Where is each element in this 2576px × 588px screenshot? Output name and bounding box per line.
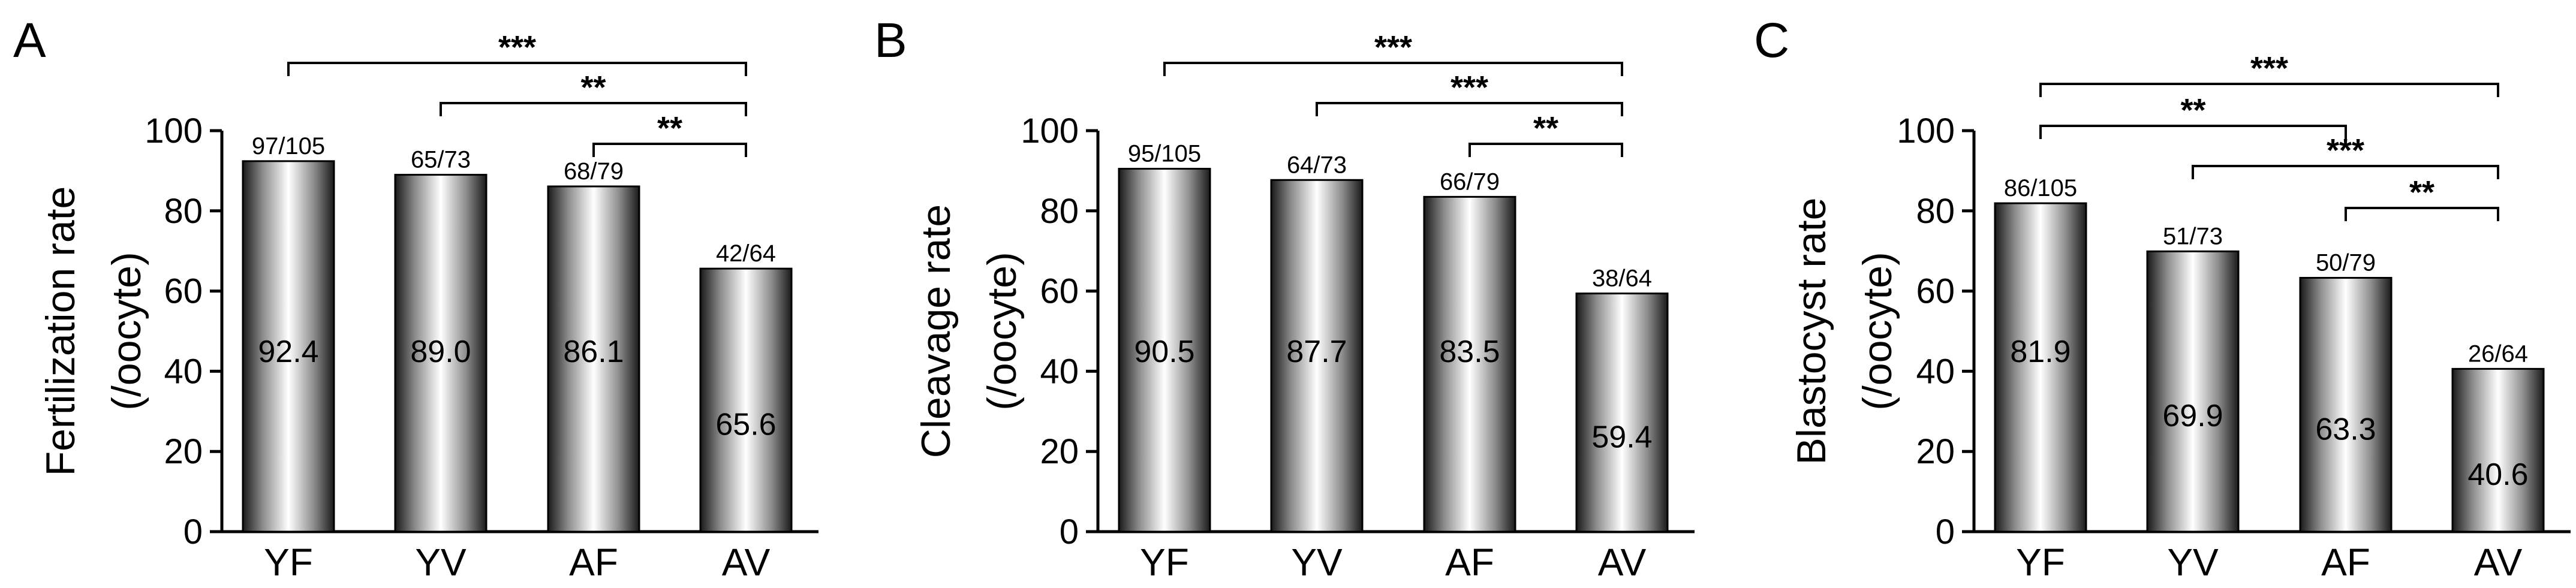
panel-c: C 0 20 40 60 80 100 Blastocyst rate (/oocyte) 86/… [1754,13,2571,584]
y-tick-label: 80 [1916,192,1955,231]
significance-bracket [440,102,747,116]
count-label: 97/105 [252,133,325,159]
count-label: 26/64 [2468,340,2528,367]
bar-af [547,185,640,533]
significance-bracket [2345,207,2499,221]
y-tick-label: 0 [1060,512,1079,551]
count-label: 66/79 [1440,168,1500,195]
significance-stars: *** [498,29,536,65]
bar-av [699,267,793,533]
y-axis-label: Fertilization rate [38,186,83,477]
x-tick-label: YF [1140,541,1189,584]
y-tick-label: 0 [1936,512,1955,551]
value-label: 81.9 [2010,334,2071,369]
value-label: 90.5 [1134,334,1194,369]
y-axis-label: Blastocyst rate [1789,198,1834,465]
y-tick-label: 40 [1040,352,1079,391]
count-label: 86/105 [2004,175,2077,201]
x-tick-label: YV [2167,541,2219,584]
y-tick-label: 40 [164,352,203,391]
x-tick-label: AV [2474,541,2523,584]
y-tick-label: 0 [183,512,203,551]
y-tick-label: 80 [1040,192,1079,231]
value-label: 59.4 [1591,420,1652,454]
significance-stars: *** [2327,132,2364,168]
count-label: 38/64 [1592,266,1652,292]
panel-letter: B [874,13,907,68]
y-tick-label: 60 [1916,272,1955,311]
significance-stars: ** [580,70,606,105]
value-label: 89.0 [410,334,471,369]
significance-stars: ** [2180,92,2205,128]
value-label: 83.5 [1439,334,1500,369]
x-tick-label: YF [2016,541,2065,584]
significance-bracket [592,143,747,157]
y-axis-label-unit: (/oocyte) [104,252,149,411]
panel-letter: C [1754,13,1789,68]
bar-av [2451,367,2545,533]
significance-bracket [2039,83,2499,97]
bar-yf [1118,168,1211,533]
bar-af [2299,277,2393,533]
x-tick-label: AV [1598,541,1647,584]
y-tick-label: 20 [1040,432,1079,471]
bar-av [1575,293,1669,533]
significance-stars: ** [2409,174,2434,210]
count-label: 64/73 [1287,152,1347,178]
value-label: 92.4 [258,334,318,369]
count-label: 65/73 [411,147,471,173]
y-tick-label: 100 [145,111,203,150]
count-label: 95/105 [1128,141,1201,167]
significance-bracket [1468,143,1623,157]
value-label: 65.6 [715,408,776,442]
bar-yv [394,174,487,533]
significance-stars: *** [1450,70,1488,105]
y-tick-label: 40 [1916,352,1955,391]
significance-stars: ** [657,110,682,146]
x-tick-label: YF [264,541,313,584]
x-tick-label: YV [415,541,467,584]
significance-bracket [2039,125,2347,139]
x-tick-label: AV [722,541,771,584]
y-tick-label: 100 [1897,111,1955,150]
value-label: 86.1 [563,334,624,369]
panel-a: A 0 20 40 60 80 100 Fertilization rate (/oocyte)… [13,13,818,584]
count-label: 50/79 [2316,250,2376,276]
x-tick-label: AF [569,541,618,584]
y-tick-label: 60 [1040,272,1079,311]
bar-yv [2146,250,2240,533]
significance-stars: *** [2250,50,2288,86]
y-tick-label: 100 [1021,111,1079,150]
y-axis-label: Cleavage rate [913,204,959,458]
y-tick-label: 60 [164,272,203,311]
significance-bracket [1163,62,1623,76]
significance-bracket [2192,165,2499,179]
y-tick-label: 80 [164,192,203,231]
x-tick-label: AF [1445,541,1494,584]
value-label: 63.3 [2315,412,2376,447]
bar-yf [242,160,335,533]
bar-af [1423,195,1516,533]
count-label: 51/73 [2163,223,2223,249]
y-tick-label: 20 [164,432,203,471]
count-label: 68/79 [564,158,624,185]
significance-bracket [1316,102,1623,116]
significance-stars: ** [1533,110,1558,146]
value-label: 40.6 [2467,457,2528,492]
bar-yf [1994,202,2087,533]
x-tick-label: AF [2321,541,2370,584]
bar-yv [1270,179,1364,533]
panel-b: B 0 20 40 60 80 100 Cleavage rate (/oocyte) 95/10… [874,13,1695,584]
x-tick-label: YV [1291,541,1343,584]
y-tick-label: 20 [1916,432,1955,471]
value-label: 87.7 [1286,334,1347,369]
value-label: 69.9 [2162,399,2223,433]
y-axis-label-unit: (/oocyte) [979,252,1025,411]
count-label: 42/64 [716,240,776,267]
significance-bracket [287,62,747,76]
panel-letter: A [13,13,46,68]
significance-stars: *** [1374,29,1412,65]
y-axis-label-unit: (/oocyte) [1855,252,1900,411]
